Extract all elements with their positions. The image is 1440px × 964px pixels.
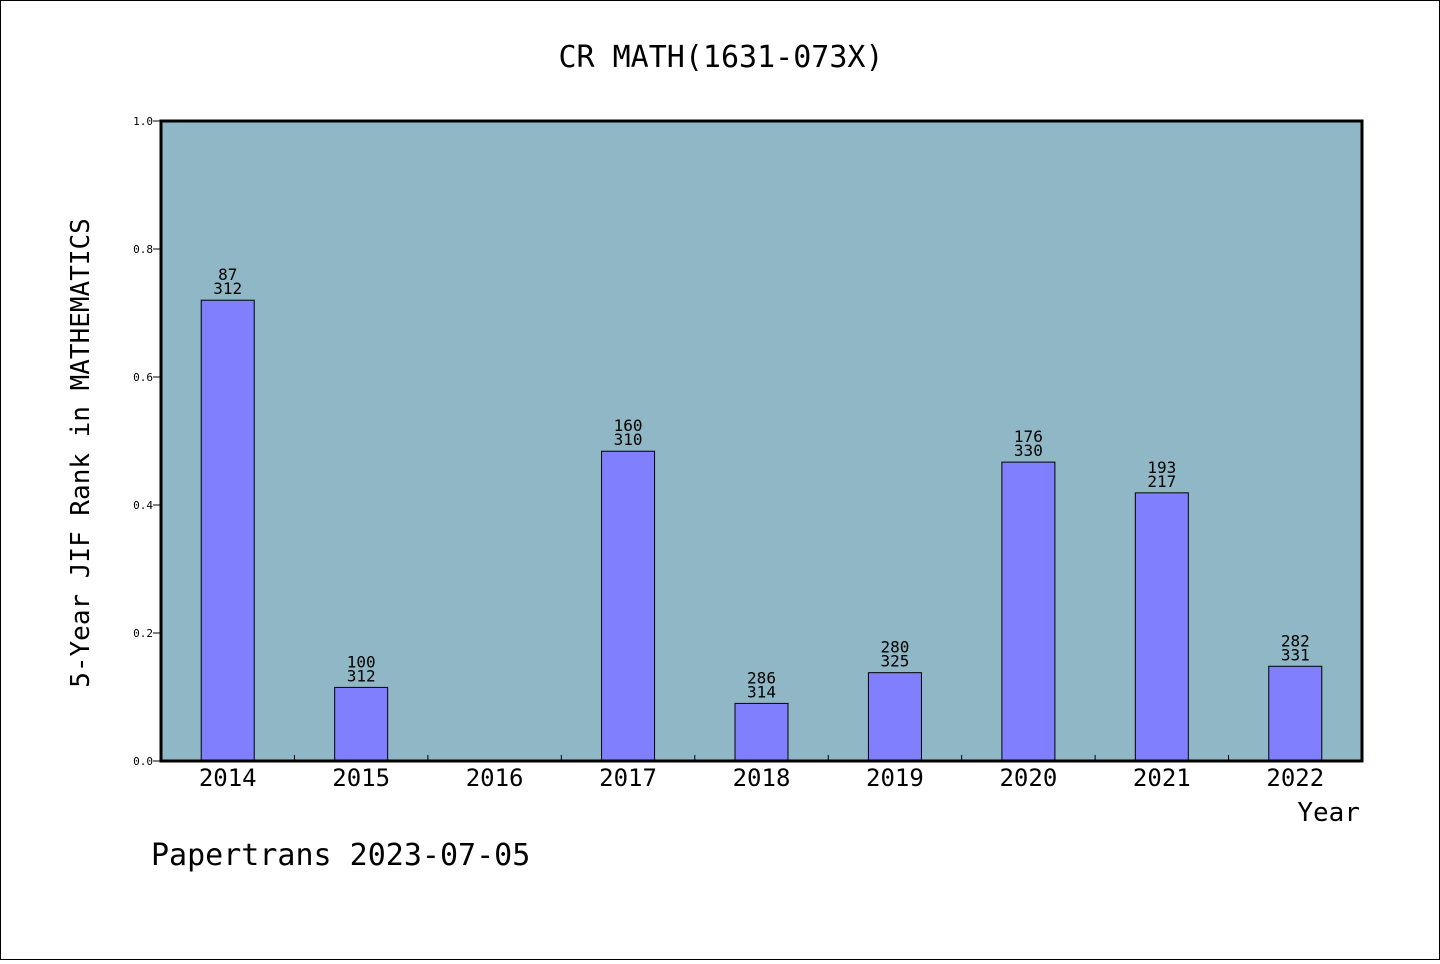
- data-label-total: 312: [347, 666, 376, 685]
- y-tick-label: 0.4: [133, 499, 153, 512]
- data-label-rank: 282: [1281, 631, 1310, 650]
- data-label-total: 310: [614, 430, 643, 449]
- data-label-rank: 160: [614, 416, 643, 435]
- bar-2022: [1268, 665, 1323, 762]
- data-label-rank: 87: [218, 265, 237, 284]
- data-label-rank: 286: [747, 668, 776, 687]
- x-tick-label: 2021: [1133, 764, 1191, 792]
- x-axis: 2014 2015 2016 2017 2018 2019 2020 2021 2022: [199, 755, 1324, 792]
- y-tick-label: 0.8: [133, 243, 153, 256]
- bar-2020: [1001, 461, 1056, 762]
- data-label-rank: 176: [1014, 427, 1043, 446]
- y-tick-label: 0.6: [133, 371, 153, 384]
- data-label-total: 331: [1281, 645, 1310, 664]
- y-axis: 0.0 0.2 0.4 0.6 0.8 1.0: [133, 115, 161, 768]
- bar-2018: [734, 702, 789, 762]
- bar-2014: [200, 299, 255, 762]
- y-axis-label: 5-Year JIF Rank in MATHEMATICS: [66, 218, 96, 688]
- x-axis-label: Year: [1297, 798, 1360, 828]
- data-label-total: 330: [1014, 441, 1043, 460]
- x-tick-label: 2016: [466, 764, 524, 792]
- data-label-rank: 280: [880, 638, 909, 657]
- chart-title: CR MATH(1631-073X): [558, 40, 883, 75]
- data-label-total: 217: [1147, 472, 1176, 491]
- data-label-total: 312: [213, 279, 242, 298]
- bar-2015: [334, 686, 389, 762]
- data-label-rank: 100: [347, 652, 376, 671]
- bars-group: 8731210031216031028631428032517633019321…: [200, 265, 1323, 762]
- data-label-total: 325: [880, 652, 909, 671]
- x-tick-label: 2020: [999, 764, 1057, 792]
- x-tick-label: 2017: [599, 764, 657, 792]
- data-label-total: 314: [747, 682, 776, 701]
- x-tick-label: 2019: [866, 764, 924, 792]
- bar-2021: [1134, 492, 1189, 762]
- y-tick-label: 1.0: [133, 115, 153, 128]
- x-tick-label: 2014: [199, 764, 257, 792]
- y-tick-label: 0.2: [133, 627, 153, 640]
- plot-border: [159, 119, 1364, 763]
- footer-text: Papertrans 2023-07-05: [151, 838, 530, 873]
- data-label-rank: 193: [1147, 458, 1176, 477]
- bar-2017: [601, 450, 656, 762]
- y-tick-label: 0.0: [133, 755, 153, 768]
- bar-2019: [867, 672, 922, 762]
- x-tick-label: 2018: [733, 764, 791, 792]
- x-tick-label: 2022: [1266, 764, 1324, 792]
- x-tick-label: 2015: [332, 764, 390, 792]
